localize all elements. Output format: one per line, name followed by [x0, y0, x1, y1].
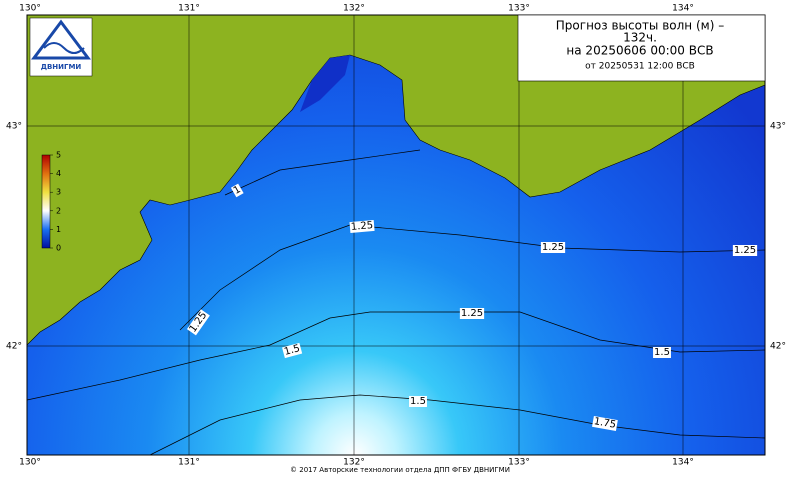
graticule	[27, 15, 765, 455]
lat-label: 43°	[770, 122, 786, 132]
map-frame	[26, 14, 766, 456]
lat-label: 42°	[6, 342, 22, 352]
bay	[300, 55, 350, 112]
lon-label: 134°	[672, 458, 694, 468]
colorbar-label: 5	[56, 151, 61, 160]
lat-label: 42°	[770, 342, 786, 352]
lon-label: 131°	[178, 4, 200, 14]
title-line: от 20250531 12:00 ВСВ	[585, 62, 695, 72]
contour-label-bg	[186, 309, 210, 336]
contour-label: 1.25	[461, 308, 483, 319]
contour-label: 1	[232, 184, 243, 197]
contour-label-bg	[282, 342, 303, 359]
lon-label: 134°	[672, 4, 694, 14]
contour-label-bg	[732, 245, 758, 256]
lon-label: 133°	[508, 458, 530, 468]
colorbar-label: 0	[56, 244, 61, 253]
lon-label: 130°	[19, 4, 41, 14]
logo-wave	[43, 42, 85, 54]
lon-label: 133°	[508, 4, 530, 14]
contour-label-bg	[230, 183, 244, 198]
contour-label: 1.5	[283, 343, 301, 358]
colorbar-label: 4	[56, 169, 61, 178]
contour-label-bg	[592, 415, 618, 432]
labels: 130° 130° 131° 131° 132° 132° 133° 133° 134° 134°…	[6, 4, 786, 468]
lon-label: 131°	[178, 458, 200, 468]
title-line: 132ч.	[623, 31, 657, 45]
title: Прогноз высоты волн (м) –132ч.на 2025060…	[556, 19, 724, 72]
colorbar-label: 1	[56, 225, 61, 234]
contour-label-bg	[540, 242, 566, 253]
contour-label-bg	[653, 347, 671, 358]
logo-text: ДВНИГМИ	[41, 63, 82, 71]
colorbar	[41, 154, 51, 249]
contour-label-bg	[349, 219, 375, 234]
contour-label: 1.5	[410, 396, 426, 407]
contour-label-bg	[409, 396, 427, 407]
colorbar-label: 2	[56, 206, 61, 215]
lon-label: 132°	[343, 4, 365, 14]
contour-label: 1.25	[734, 245, 756, 256]
colorbar-label: 3	[56, 188, 61, 197]
contour-label: 1.25	[542, 242, 564, 253]
title-box	[517, 14, 766, 82]
title-line: Прогноз высоты волн (м) –	[556, 19, 724, 33]
contour-label-bg	[459, 308, 485, 319]
logo-mark	[31, 19, 91, 60]
contour-label: 1.5	[654, 347, 670, 358]
footer: © 2017 Авторские технологии отдела ДПП Ф…	[290, 466, 510, 474]
logo-box	[29, 17, 93, 77]
lon-label: 132°	[343, 458, 365, 468]
lat-label: 43°	[6, 122, 22, 132]
contour-label: 1.25	[350, 220, 373, 233]
contour-label: 1.75	[593, 416, 617, 431]
lon-label: 130°	[19, 458, 41, 468]
title-line: на 20250606 00:00 ВСВ	[566, 44, 713, 58]
